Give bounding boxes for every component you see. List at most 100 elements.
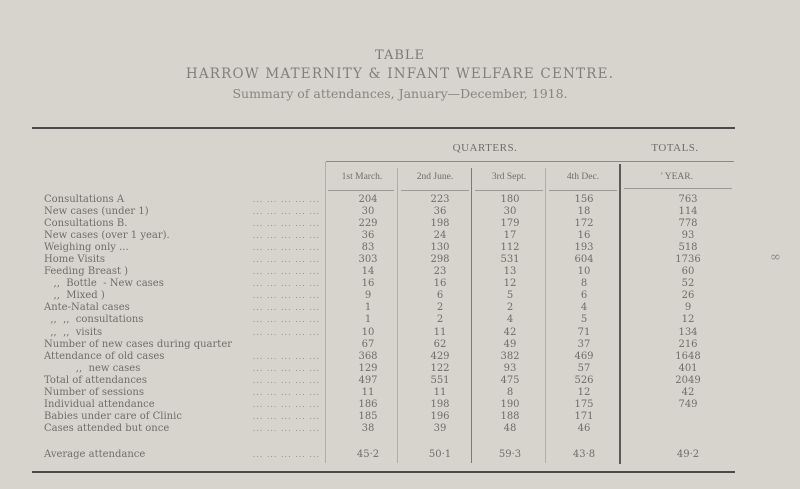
- header-rule: [326, 161, 734, 162]
- document-subtitle: Summary of attendances, January—December…: [232, 86, 568, 101]
- cell-q3: 59·3: [498, 448, 522, 460]
- column-header-year: ' YEAR.: [661, 172, 693, 182]
- cell-q1: 11: [361, 386, 375, 398]
- cell-q1: 129: [358, 362, 378, 374]
- cell-q2: 122: [430, 362, 450, 374]
- bottom-rule: [32, 471, 735, 473]
- cell-q3: 93: [503, 362, 517, 374]
- margin-mark: ∞: [770, 250, 781, 265]
- cell-q1: 204: [358, 194, 378, 205]
- row-label: ,, Bottle - New cases: [44, 278, 164, 290]
- cell-q1: 185: [358, 410, 378, 422]
- cell-q3: 12: [503, 278, 517, 290]
- dot-leader: ... ... ... ... ...: [252, 279, 320, 289]
- cell-year: 42: [681, 386, 695, 398]
- cell-year: 52: [681, 278, 695, 290]
- cell-q4: 193: [574, 242, 594, 254]
- row-label: Consultations A: [44, 194, 125, 205]
- dot-leader: ... ... ... ... ...: [252, 195, 320, 204]
- row-label: Consultations B.: [44, 218, 128, 230]
- row-label: Weighing only ...: [44, 242, 129, 254]
- dot-leader: ... ... ... ... ...: [252, 243, 320, 253]
- cell-year: 2049: [675, 374, 701, 386]
- cell-q4: 526: [574, 374, 594, 386]
- cell-q2: 11: [433, 386, 447, 398]
- row-label: New cases (over 1 year).: [44, 230, 170, 242]
- cell-year: 1736: [675, 254, 701, 266]
- cell-q3: 48: [503, 422, 517, 434]
- cell-year: 9: [684, 302, 692, 314]
- cell-q1: 67: [361, 338, 375, 350]
- cell-q2: 2: [436, 302, 444, 314]
- column-divider: [325, 162, 326, 463]
- column-divider: [545, 168, 546, 463]
- row-label: New cases (under 1): [44, 206, 149, 218]
- column-underline: [475, 190, 543, 191]
- cell-q3: 13: [503, 266, 517, 278]
- cell-q2: 223: [430, 194, 450, 205]
- cell-q1: 497: [358, 374, 378, 386]
- cell-q3: 180: [500, 194, 520, 205]
- row-label: ,, Mixed ): [44, 290, 105, 302]
- dot-leader: ... ... ... ... ...: [252, 291, 320, 301]
- top-rule: [32, 127, 735, 129]
- cell-q4: 18: [577, 206, 591, 218]
- cell-q3: 30: [503, 206, 517, 218]
- cell-q3: 49: [503, 338, 517, 350]
- dot-leader: ... ... ... ... ...: [252, 363, 320, 373]
- cell-q1: 9: [364, 290, 372, 302]
- dot-leader: ... ... ... ... ...: [252, 315, 320, 325]
- cell-q3: 2: [506, 302, 514, 314]
- cell-year: 778: [678, 218, 698, 230]
- column-header-q2: 2nd June.: [416, 172, 454, 182]
- cell-year: 93: [681, 230, 695, 242]
- cell-year: 1648: [675, 350, 701, 362]
- cell-q3: 531: [500, 254, 520, 266]
- year-divider: [619, 164, 621, 464]
- cell-year: 26: [681, 290, 695, 302]
- cell-q4: 43·8: [572, 448, 596, 460]
- cell-year: 60: [681, 266, 695, 278]
- cell-q1: 83: [361, 242, 375, 254]
- dot-leader: ... ... ... ... ...: [252, 327, 320, 337]
- cell-year: 12: [681, 314, 695, 326]
- cell-q4: 37: [577, 338, 591, 350]
- cell-q4: 12: [577, 386, 591, 398]
- column-underline: [549, 190, 617, 191]
- cell-q2: 429: [430, 350, 450, 362]
- cell-q2: 23: [433, 266, 447, 278]
- cell-year: 763: [678, 194, 698, 205]
- column-header-q1: 1st March.: [341, 172, 383, 182]
- cell-q1: 36: [361, 230, 375, 242]
- dot-leader: ... ... ... ... ...: [252, 231, 320, 241]
- cell-q2: 551: [430, 374, 450, 386]
- cell-q1: 1: [364, 302, 372, 314]
- dot-leader: ... ... ... ... ...: [252, 303, 320, 313]
- cell-q1: 10: [361, 326, 375, 338]
- cell-q2: 36: [433, 206, 447, 218]
- cell-q4: 46: [577, 422, 591, 434]
- cell-q3: 188: [500, 410, 520, 422]
- cell-q4: 171: [574, 410, 594, 422]
- cell-q1: 30: [361, 206, 375, 218]
- cell-q4: 604: [574, 254, 594, 266]
- row-label: Babies under care of Clinic: [44, 410, 182, 422]
- row-label: Attendance of old cases: [44, 350, 165, 362]
- cell-q4: 16: [577, 230, 591, 242]
- dot-leader: ... ... ... ... ...: [252, 387, 320, 397]
- cell-q1: 45·2: [356, 448, 380, 460]
- cell-q3: 382: [500, 350, 520, 362]
- cell-q4: 175: [574, 398, 594, 410]
- dot-leader: ... ... ... ... ...: [252, 411, 320, 421]
- row-label: ,, new cases: [44, 362, 141, 374]
- cell-q4: 5: [580, 314, 588, 326]
- cell-year: 518: [678, 242, 698, 254]
- cell-q2: 6: [436, 290, 444, 302]
- row-label: Number of sessions: [44, 386, 144, 398]
- cell-q4: 156: [574, 194, 594, 205]
- cell-q4: 469: [574, 350, 594, 362]
- cell-q2: 24: [433, 230, 447, 242]
- cell-q1: 186: [358, 398, 378, 410]
- table-label: TABLE: [374, 48, 426, 63]
- cell-year: 216: [678, 338, 698, 350]
